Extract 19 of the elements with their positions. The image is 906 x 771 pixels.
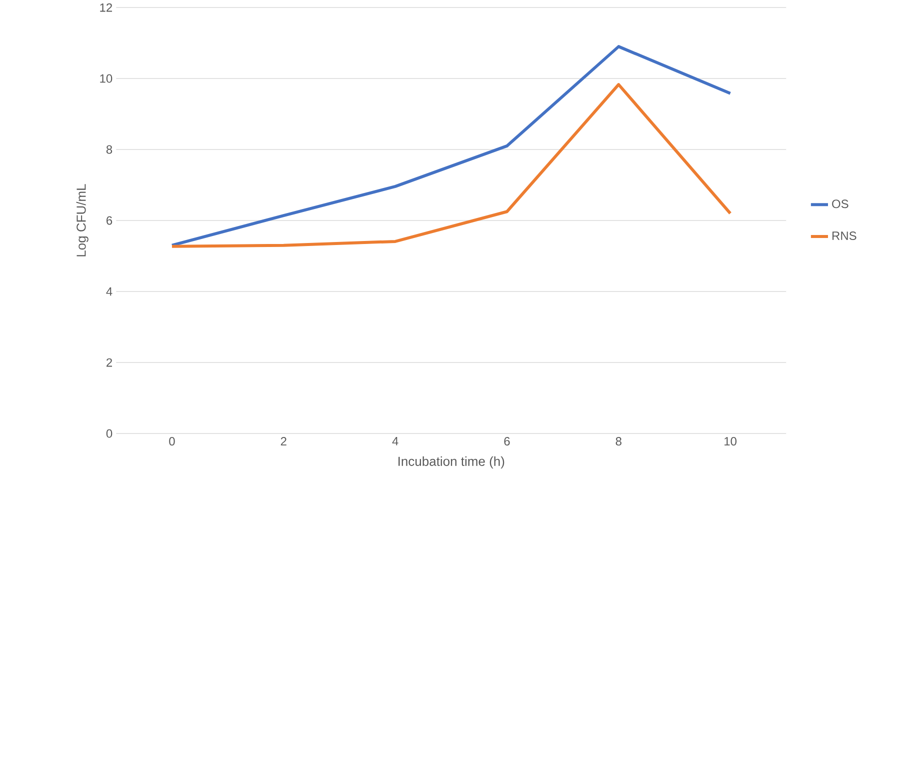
legend-label: RNS bbox=[832, 232, 856, 240]
y-tick-label: 12 bbox=[100, 3, 112, 12]
line-series bbox=[170, 83, 732, 248]
x-tick-label: 4 bbox=[392, 437, 398, 446]
x-tick-label: 0 bbox=[169, 437, 175, 446]
x-tick-label: 6 bbox=[504, 437, 510, 446]
x-tick-label: 10 bbox=[724, 437, 736, 446]
y-tick-label: 0 bbox=[106, 429, 112, 438]
y-tick-label: 6 bbox=[106, 216, 112, 225]
legend-label: OS bbox=[832, 200, 848, 208]
x-axis-title: Incubation time (h) bbox=[398, 456, 504, 469]
line-series bbox=[170, 45, 732, 247]
y-axis-title: Log CFU/mL bbox=[76, 184, 88, 256]
y-tick-label: 10 bbox=[100, 74, 112, 83]
y-tick-label: 8 bbox=[106, 145, 112, 154]
y-tick-label: 2 bbox=[106, 358, 112, 367]
y-tick-label: 4 bbox=[106, 288, 112, 296]
x-tick-label: 2 bbox=[280, 437, 286, 446]
x-tick-label: 8 bbox=[616, 437, 622, 446]
